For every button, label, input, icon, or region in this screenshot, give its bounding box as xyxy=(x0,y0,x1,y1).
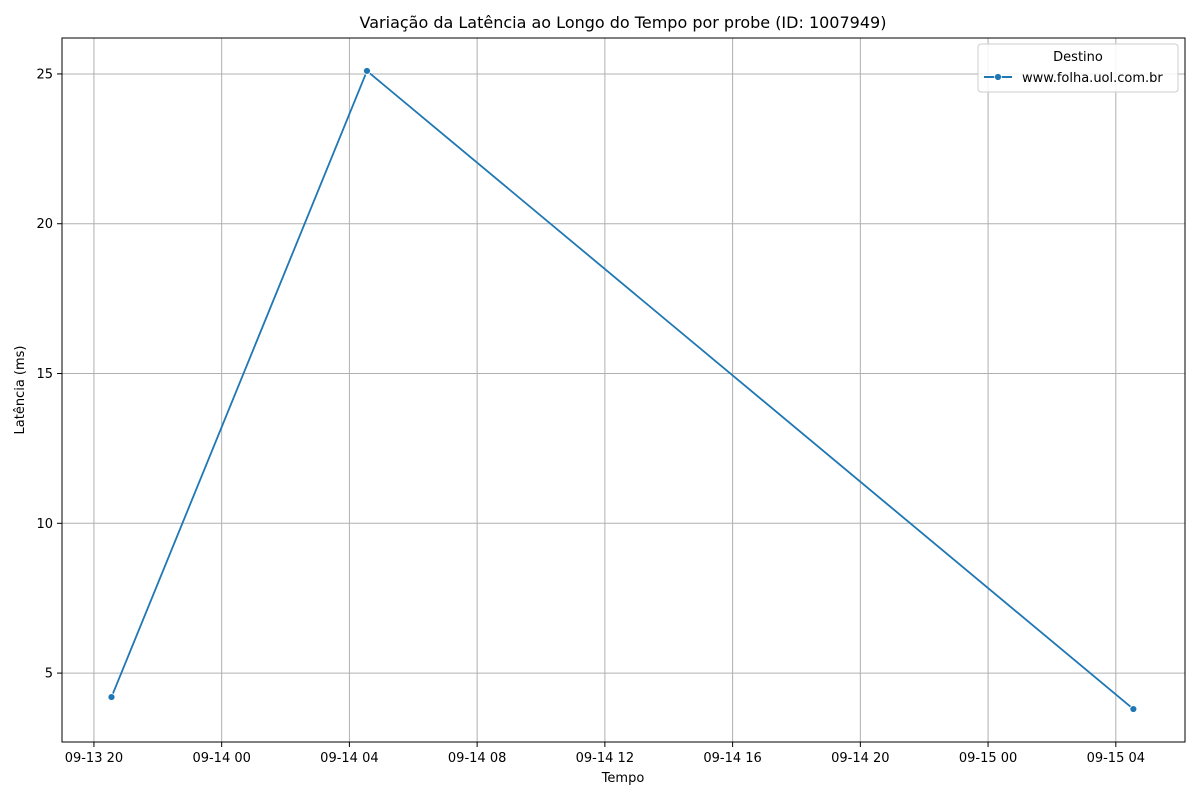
plot-area xyxy=(61,37,1186,743)
x-axis-label: Tempo xyxy=(601,771,645,786)
y-axis: 5 10 15 20 25 xyxy=(36,67,62,682)
y-axis-label: Latência (ms) xyxy=(13,346,28,435)
x-tick-label: 09-14 00 xyxy=(192,751,250,766)
y-tick-label: 20 xyxy=(36,217,53,232)
legend-box xyxy=(977,43,1179,93)
x-tick-label: 09-14 16 xyxy=(703,751,761,766)
x-tick-label: 09-13 20 xyxy=(65,751,123,766)
x-tick-label: 09-15 00 xyxy=(959,751,1017,766)
data-point xyxy=(363,67,371,75)
y-tick-label: 25 xyxy=(36,67,53,82)
x-axis: 09-13 20 09-14 00 09-14 04 09-14 08 09-14 12… xyxy=(65,742,1145,766)
grid-lines xyxy=(62,38,1185,742)
series-group xyxy=(107,67,1138,713)
data-point xyxy=(107,693,116,701)
y-tick-label: 10 xyxy=(36,517,53,532)
legend-title: Destino xyxy=(1053,50,1103,65)
x-tick-label: 09-14 08 xyxy=(448,751,506,766)
x-tick-label: 09-14 12 xyxy=(576,751,634,766)
y-tick-label: 5 xyxy=(45,667,53,682)
legend: Destino www.folha.uol.com.br xyxy=(977,43,1179,93)
x-tick-label: 09-15 04 xyxy=(1087,751,1145,766)
y-tick-label: 15 xyxy=(36,367,53,382)
x-tick-label: 09-14 04 xyxy=(320,751,378,766)
legend-series-marker xyxy=(994,73,1002,81)
data-point xyxy=(1129,705,1138,713)
x-tick-label: 09-14 20 xyxy=(831,751,889,766)
chart-title: Variação da Latência ao Longo do Tempo p… xyxy=(360,13,887,32)
legend-series-label: www.folha.uol.com.br xyxy=(1022,71,1163,86)
series-line xyxy=(110,69,1134,710)
